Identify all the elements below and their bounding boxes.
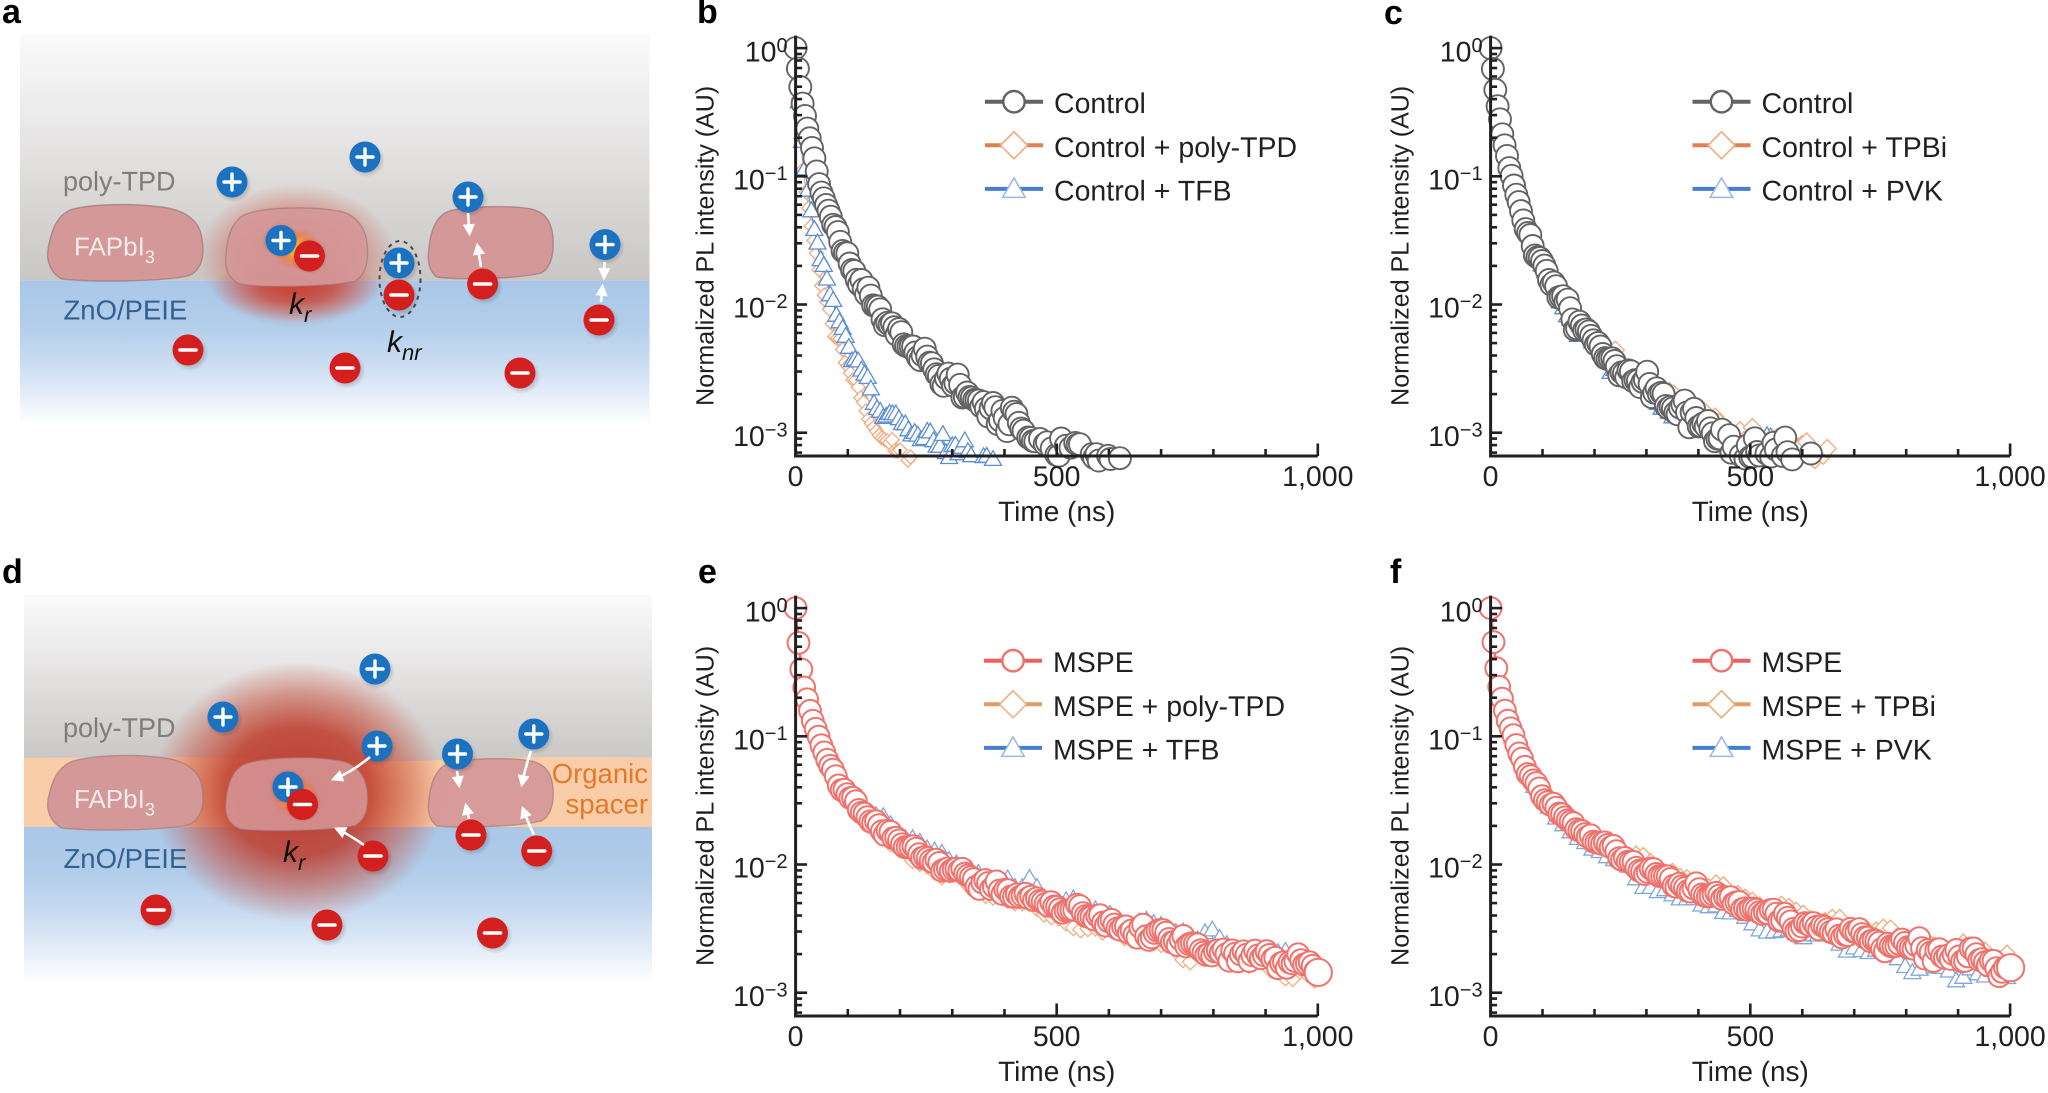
svg-text:poly-TPD: poly-TPD [63,167,176,197]
svg-text:10−3: 10−3 [733,419,788,453]
svg-text:100: 100 [1440,595,1483,629]
svg-text:0: 0 [1483,461,1499,493]
svg-text:a: a [2,0,22,31]
svg-text:10−1: 10−1 [733,163,788,197]
svg-text:10−2: 10−2 [1428,291,1483,325]
svg-text:1,000: 1,000 [1282,1021,1353,1053]
svg-text:ZnO/PEIE: ZnO/PEIE [64,295,188,326]
svg-text:10−1: 10−1 [1428,723,1483,757]
svg-text:f: f [1390,553,1402,591]
svg-text:0: 0 [1483,1021,1499,1053]
svg-text:10−2: 10−2 [733,291,788,325]
svg-text:Normalized PL intensity (AU): Normalized PL intensity (AU) [1387,86,1415,406]
svg-text:Organic: Organic [552,758,649,789]
svg-text:MSPE: MSPE [1762,647,1843,679]
svg-text:e: e [698,553,717,591]
svg-text:d: d [2,553,23,591]
svg-text:1,000: 1,000 [1974,1021,2045,1053]
svg-text:Time (ns): Time (ns) [1692,496,1809,527]
svg-text:b: b [697,0,718,31]
svg-text:MSPE + PVK: MSPE + PVK [1762,734,1932,766]
svg-text:500: 500 [1727,1021,1775,1053]
svg-text:Control + PVK: Control + PVK [1762,175,1943,207]
svg-text:10−1: 10−1 [1428,163,1483,197]
svg-text:500: 500 [1033,461,1081,493]
svg-text:FAPbI3: FAPbI3 [74,784,155,820]
svg-text:10−3: 10−3 [1428,979,1483,1013]
svg-text:100: 100 [745,35,788,69]
svg-text:100: 100 [1440,35,1483,69]
svg-text:Control: Control [1054,88,1146,120]
svg-text:MSPE: MSPE [1053,647,1134,679]
svg-text:10−3: 10−3 [733,979,788,1013]
svg-text:10−1: 10−1 [733,723,788,757]
svg-text:1,000: 1,000 [1974,461,2045,493]
svg-text:MSPE + TFB: MSPE + TFB [1053,734,1220,766]
svg-text:500: 500 [1033,1021,1081,1053]
svg-text:Normalized PL intensity (AU): Normalized PL intensity (AU) [1387,646,1415,966]
svg-text:Control + TPBi: Control + TPBi [1762,132,1948,164]
svg-text:poly-TPD: poly-TPD [63,713,176,743]
svg-text:100: 100 [745,595,788,629]
svg-text:Control: Control [1762,88,1854,120]
svg-text:10−3: 10−3 [1428,419,1483,453]
svg-text:FAPbI3: FAPbI3 [74,232,155,268]
svg-text:10−2: 10−2 [1428,851,1483,885]
svg-text:Time (ns): Time (ns) [998,1056,1115,1087]
svg-text:c: c [1384,0,1403,32]
svg-text:Time (ns): Time (ns) [1692,1056,1809,1087]
svg-text:MSPE + poly-TPD: MSPE + poly-TPD [1053,691,1285,723]
svg-text:MSPE + TPBi: MSPE + TPBi [1762,691,1937,723]
svg-text:0: 0 [788,1021,804,1053]
svg-text:spacer: spacer [565,789,648,820]
svg-text:Normalized PL intensity (AU): Normalized PL intensity (AU) [692,646,720,966]
svg-text:0: 0 [788,461,804,493]
svg-text:500: 500 [1727,461,1775,493]
svg-text:10−2: 10−2 [733,851,788,885]
svg-text:Normalized PL intensity (AU): Normalized PL intensity (AU) [692,86,720,406]
svg-text:Time (ns): Time (ns) [998,496,1115,527]
svg-text:ZnO/PEIE: ZnO/PEIE [64,843,188,874]
svg-text:Control + poly-TPD: Control + poly-TPD [1054,132,1297,164]
svg-text:Control + TFB: Control + TFB [1054,175,1232,207]
svg-text:1,000: 1,000 [1282,461,1353,493]
